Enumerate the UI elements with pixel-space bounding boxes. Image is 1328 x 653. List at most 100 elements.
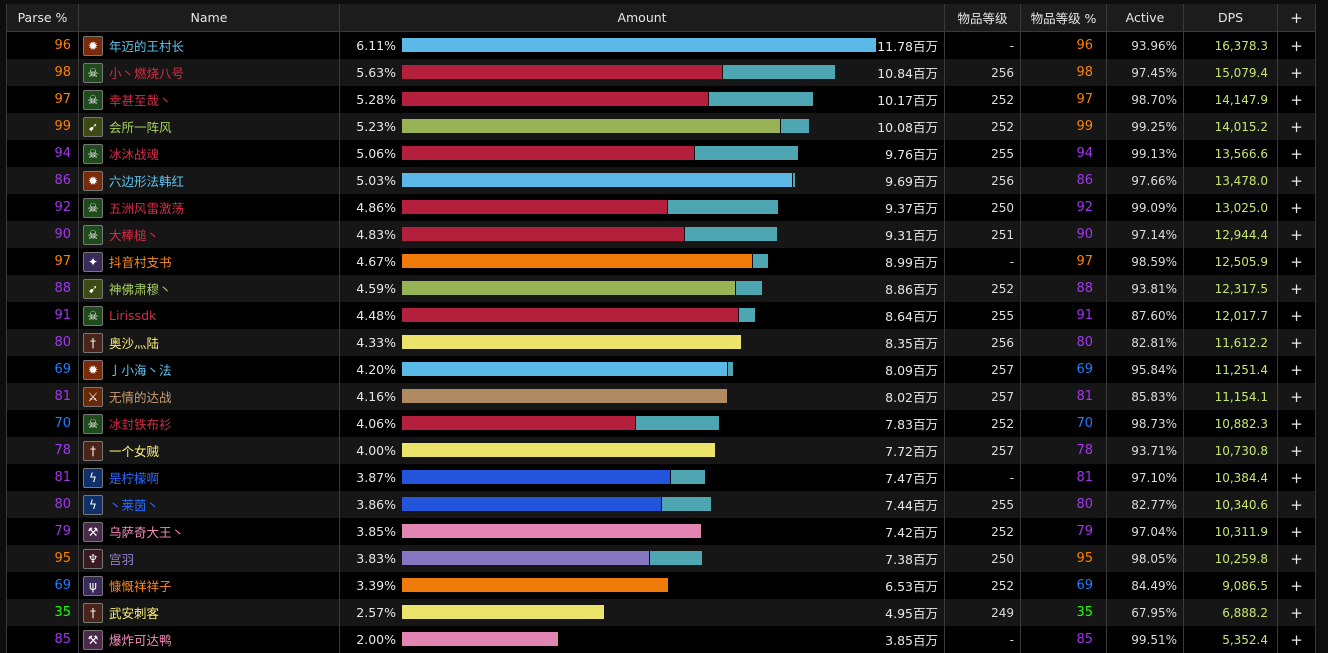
expand-row-button[interactable]: + [1278, 86, 1316, 113]
table-row[interactable]: 79 ⚒ 乌萨奇大王丶 3.85% 7.42百万 252 79 97.04% 1… [6, 518, 1316, 545]
player-name-cell[interactable]: ➹ 神佛肃穆丶 [79, 275, 340, 302]
player-name-cell[interactable]: ✦ 抖音村支书 [79, 248, 340, 275]
player-name-cell[interactable]: ⚒ 乌萨奇大王丶 [79, 518, 340, 545]
player-name-cell[interactable]: ϟ 丶莱茵丶 [79, 491, 340, 518]
player-name[interactable]: 六边形法韩红 [109, 174, 185, 189]
expand-row-button[interactable]: + [1278, 491, 1316, 518]
player-name-cell[interactable]: ♆ 宫羽 [79, 545, 340, 572]
player-name[interactable]: 爆炸可达鸭 [109, 633, 172, 648]
player-name-cell[interactable]: ☠ Lirissdk [79, 302, 340, 329]
player-name[interactable]: 冰沐战魂 [109, 147, 160, 162]
player-name-cell[interactable]: ✹ 六边形法韩红 [79, 167, 340, 194]
table-row[interactable]: 86 ✹ 六边形法韩红 5.03% 9.69百万 256 86 97.66% 1… [6, 167, 1316, 194]
table-row[interactable]: 85 ⚒ 爆炸可达鸭 2.00% 3.85百万 - 85 99.51% 5,35… [6, 626, 1316, 653]
player-name[interactable]: 亅小海丶法 [109, 363, 172, 378]
table-row[interactable]: 95 ♆ 宫羽 3.83% 7.38百万 250 95 98.05% 10,25… [6, 545, 1316, 572]
table-row[interactable]: 90 ☠ 大棒槌丶 4.83% 9.31百万 251 90 97.14% 12,… [6, 221, 1316, 248]
player-name-cell[interactable]: ☠ 大棒槌丶 [79, 221, 340, 248]
player-name[interactable]: 乌萨奇大王丶 [109, 525, 185, 540]
player-name[interactable]: 年迈的王村长 [109, 39, 185, 54]
player-name[interactable]: 无情的达战 [109, 390, 172, 405]
expand-row-button[interactable]: + [1278, 410, 1316, 437]
table-row[interactable]: 96 ✹ 年迈的王村长 6.11% 11.78百万 - 96 93.96% 16… [6, 32, 1316, 59]
expand-row-button[interactable]: + [1278, 140, 1316, 167]
expand-row-button[interactable]: + [1278, 329, 1316, 356]
player-name[interactable]: 大棒槌丶 [109, 228, 160, 243]
player-name[interactable]: 会所一阵风 [109, 120, 172, 135]
player-name[interactable]: 慷慨祥祥子 [109, 579, 172, 594]
active-column-header[interactable]: Active [1107, 4, 1184, 31]
player-name[interactable]: Lirissdk [109, 308, 157, 323]
expand-row-button[interactable]: + [1278, 248, 1316, 275]
player-name[interactable]: 神佛肃穆丶 [109, 282, 172, 297]
player-name[interactable]: 抖音村支书 [109, 255, 172, 270]
expand-row-button[interactable]: + [1278, 599, 1316, 626]
table-row[interactable]: 69 ✹ 亅小海丶法 4.20% 8.09百万 257 69 95.84% 11… [6, 356, 1316, 383]
player-name-cell[interactable]: ☠ 五洲风雷激荡 [79, 194, 340, 221]
table-row[interactable]: 99 ➹ 会所一阵风 5.23% 10.08百万 252 99 99.25% 1… [6, 113, 1316, 140]
expand-row-button[interactable]: + [1278, 437, 1316, 464]
table-row[interactable]: 35 † 武安刺客 2.57% 4.95百万 249 35 67.95% 6,8… [6, 599, 1316, 626]
expand-row-button[interactable]: + [1278, 518, 1316, 545]
expand-all-button[interactable]: + [1278, 4, 1316, 31]
expand-row-button[interactable]: + [1278, 194, 1316, 221]
player-name-cell[interactable]: † 一个女贼 [79, 437, 340, 464]
expand-row-button[interactable]: + [1278, 545, 1316, 572]
expand-row-button[interactable]: + [1278, 59, 1316, 86]
table-row[interactable]: 92 ☠ 五洲风雷激荡 4.86% 9.37百万 250 92 99.09% 1… [6, 194, 1316, 221]
name-column-header[interactable]: Name [79, 4, 340, 31]
player-name[interactable]: 是柠檬啊 [109, 471, 160, 486]
player-name-cell[interactable]: ✹ 亅小海丶法 [79, 356, 340, 383]
player-name[interactable]: 幸甚至哉丶 [109, 93, 172, 108]
expand-row-button[interactable]: + [1278, 572, 1316, 599]
player-name-cell[interactable]: ψ 慷慨祥祥子 [79, 572, 340, 599]
expand-row-button[interactable]: + [1278, 275, 1316, 302]
player-name-cell[interactable]: ϟ 是柠檬啊 [79, 464, 340, 491]
table-row[interactable]: 97 ☠ 幸甚至哉丶 5.28% 10.17百万 252 97 98.70% 1… [6, 86, 1316, 113]
table-row[interactable]: 81 ϟ 是柠檬啊 3.87% 7.47百万 - 81 97.10% 10,38… [6, 464, 1316, 491]
player-name-cell[interactable]: ☠ 冰沐战魂 [79, 140, 340, 167]
player-name[interactable]: 小丶燃烧八号 [109, 66, 185, 81]
expand-row-button[interactable]: + [1278, 356, 1316, 383]
table-row[interactable]: 70 ☠ 冰封铁布衫 4.06% 7.83百万 252 70 98.73% 10… [6, 410, 1316, 437]
amount-column-header[interactable]: Amount [340, 4, 945, 31]
player-name[interactable]: 冰封铁布衫 [109, 417, 172, 432]
table-row[interactable]: 88 ➹ 神佛肃穆丶 4.59% 8.86百万 252 88 93.81% 12… [6, 275, 1316, 302]
expand-row-button[interactable]: + [1278, 383, 1316, 410]
dps-column-header[interactable]: DPS [1184, 4, 1278, 31]
item-level-column-header[interactable]: 物品等级 [945, 4, 1021, 31]
player-name-cell[interactable]: † 武安刺客 [79, 599, 340, 626]
table-row[interactable]: 94 ☠ 冰沐战魂 5.06% 9.76百万 255 94 99.13% 13,… [6, 140, 1316, 167]
table-row[interactable]: 80 † 奥沙灬陆 4.33% 8.35百万 256 80 82.81% 11,… [6, 329, 1316, 356]
expand-row-button[interactable]: + [1278, 167, 1316, 194]
player-name-cell[interactable]: † 奥沙灬陆 [79, 329, 340, 356]
table-row[interactable]: 78 † 一个女贼 4.00% 7.72百万 257 78 93.71% 10,… [6, 437, 1316, 464]
table-row[interactable]: 81 ⚔ 无情的达战 4.16% 8.02百万 257 81 85.83% 11… [6, 383, 1316, 410]
table-row[interactable]: 98 ☠ 小丶燃烧八号 5.63% 10.84百万 256 98 97.45% … [6, 59, 1316, 86]
player-name-cell[interactable]: ✹ 年迈的王村长 [79, 32, 340, 59]
player-name[interactable]: 奥沙灬陆 [109, 336, 160, 351]
player-name-cell[interactable]: ☠ 冰封铁布衫 [79, 410, 340, 437]
player-name[interactable]: 武安刺客 [109, 606, 160, 621]
expand-row-button[interactable]: + [1278, 626, 1316, 653]
player-name-cell[interactable]: ☠ 小丶燃烧八号 [79, 59, 340, 86]
expand-row-button[interactable]: + [1278, 302, 1316, 329]
expand-row-button[interactable]: + [1278, 221, 1316, 248]
player-name[interactable]: 一个女贼 [109, 444, 160, 459]
player-name-cell[interactable]: ➹ 会所一阵风 [79, 113, 340, 140]
parse-column-header[interactable]: Parse % [6, 4, 79, 31]
expand-row-button[interactable]: + [1278, 113, 1316, 140]
table-row[interactable]: 91 ☠ Lirissdk 4.48% 8.64百万 255 91 87.60%… [6, 302, 1316, 329]
table-row[interactable]: 69 ψ 慷慨祥祥子 3.39% 6.53百万 252 69 84.49% 9,… [6, 572, 1316, 599]
player-name-cell[interactable]: ⚔ 无情的达战 [79, 383, 340, 410]
player-name[interactable]: 宫羽 [109, 552, 135, 567]
player-name-cell[interactable]: ☠ 幸甚至哉丶 [79, 86, 340, 113]
table-row[interactable]: 97 ✦ 抖音村支书 4.67% 8.99百万 - 97 98.59% 12,5… [6, 248, 1316, 275]
expand-row-button[interactable]: + [1278, 32, 1316, 59]
item-level-percent-column-header[interactable]: 物品等级 % [1021, 4, 1107, 31]
player-name[interactable]: 五洲风雷激荡 [109, 201, 185, 216]
player-name-cell[interactable]: ⚒ 爆炸可达鸭 [79, 626, 340, 653]
table-row[interactable]: 80 ϟ 丶莱茵丶 3.86% 7.44百万 255 80 82.77% 10,… [6, 491, 1316, 518]
player-name[interactable]: 丶莱茵丶 [109, 498, 160, 513]
expand-row-button[interactable]: + [1278, 464, 1316, 491]
